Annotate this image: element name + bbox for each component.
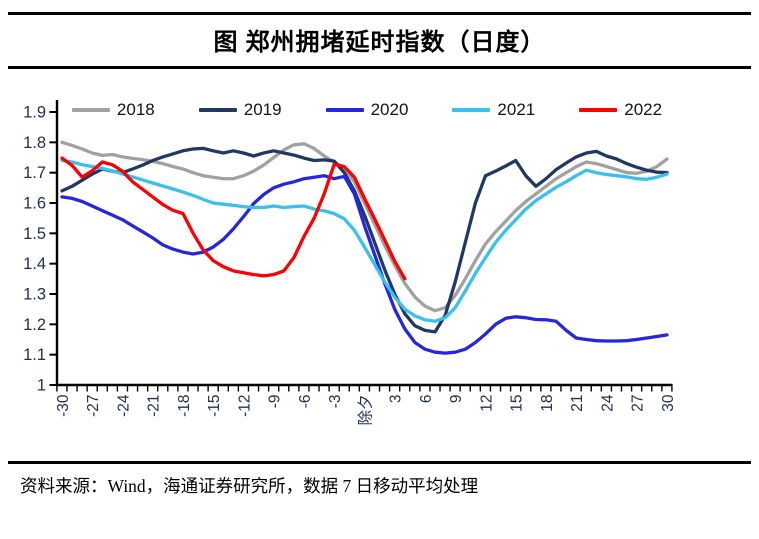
legend-item-2022: 2022 <box>579 101 662 118</box>
legend-swatch-2018 <box>71 107 110 112</box>
series-line-2022 <box>60 156 407 281</box>
x-axis-tick-label: -9 <box>267 395 284 409</box>
legend-label: 2021 <box>497 100 536 119</box>
x-axis-tick-label: -3 <box>327 395 344 409</box>
y-axis-tick-label: 1.9 <box>23 104 46 122</box>
x-axis-tick-label: -6 <box>297 395 314 409</box>
legend-swatch-2019 <box>198 107 237 112</box>
y-axis-tick-label: 1.1 <box>23 346 46 364</box>
legend-label: 2022 <box>624 100 663 119</box>
y-axis-tick-label: 1.4 <box>23 255 46 273</box>
y-axis-tick-label: 1.6 <box>23 195 46 213</box>
x-axis-tick-label: 24 <box>599 394 616 412</box>
x-axis-tick-label: -24 <box>115 394 132 417</box>
x-axis-tick-label: -15 <box>206 395 223 417</box>
legend-swatch-2020 <box>325 107 364 112</box>
chart-title-block: 图 郑州拥堵延时指数（日度） <box>8 12 751 69</box>
x-axis-tick-label: 9 <box>448 395 465 404</box>
legend-item-2021: 2021 <box>452 101 535 118</box>
x-axis-tick-label: 3 <box>388 395 405 404</box>
legend-label: 2020 <box>370 100 409 119</box>
y-axis-tick-label: 1 <box>37 377 46 395</box>
y-axis-tick-label: 1.7 <box>23 164 46 182</box>
x-axis-tick-label: -21 <box>146 395 163 417</box>
x-axis-tick-label: 21 <box>569 395 586 412</box>
x-axis-label-chuxi: 除夕 <box>356 395 374 426</box>
data-source-note: 资料来源：Wind，海通证券研究所，数据 7 日移动平均处理 <box>20 476 479 496</box>
y-axis-tick-label: 1.8 <box>23 134 46 152</box>
series-line-2018 <box>60 140 669 313</box>
x-axis-tick-label: -30 <box>55 394 72 417</box>
x-axis-tick-label: 6 <box>418 395 435 404</box>
x-axis-tick-label: 27 <box>630 395 647 412</box>
x-axis-tick-label: 15 <box>509 395 526 412</box>
x-axis-tick-label: -27 <box>85 395 102 417</box>
legend-item-2019: 2019 <box>198 100 282 119</box>
legend-swatch-2021 <box>452 107 491 112</box>
footer-divider <box>8 461 751 464</box>
series-line-2021 <box>60 158 669 323</box>
x-axis-tick-label: 30 <box>660 394 677 412</box>
legend-swatch-2022 <box>579 107 618 112</box>
x-axis-tick-label: 12 <box>478 395 495 412</box>
x-axis-tick-label: -18 <box>176 395 193 417</box>
chart-legend: 2018 2019 2020 2021 2022 <box>62 101 672 118</box>
series-line-2019 <box>60 146 669 334</box>
y-axis-tick-label: 1.3 <box>23 286 46 304</box>
legend-label: 2019 <box>243 100 282 119</box>
y-axis-tick-label: 1.5 <box>23 225 46 243</box>
x-axis-tick-label: 18 <box>539 395 556 412</box>
legend-item-2020: 2020 <box>325 100 409 119</box>
legend-item-2018: 2018 <box>71 100 155 119</box>
x-axis-tick-label: -12 <box>236 395 253 417</box>
legend-label: 2018 <box>116 100 155 119</box>
series-line-2020 <box>60 174 669 355</box>
page-title: 图 郑州拥堵延时指数（日度） <box>213 30 546 56</box>
y-axis-tick-label: 1.2 <box>23 316 46 334</box>
